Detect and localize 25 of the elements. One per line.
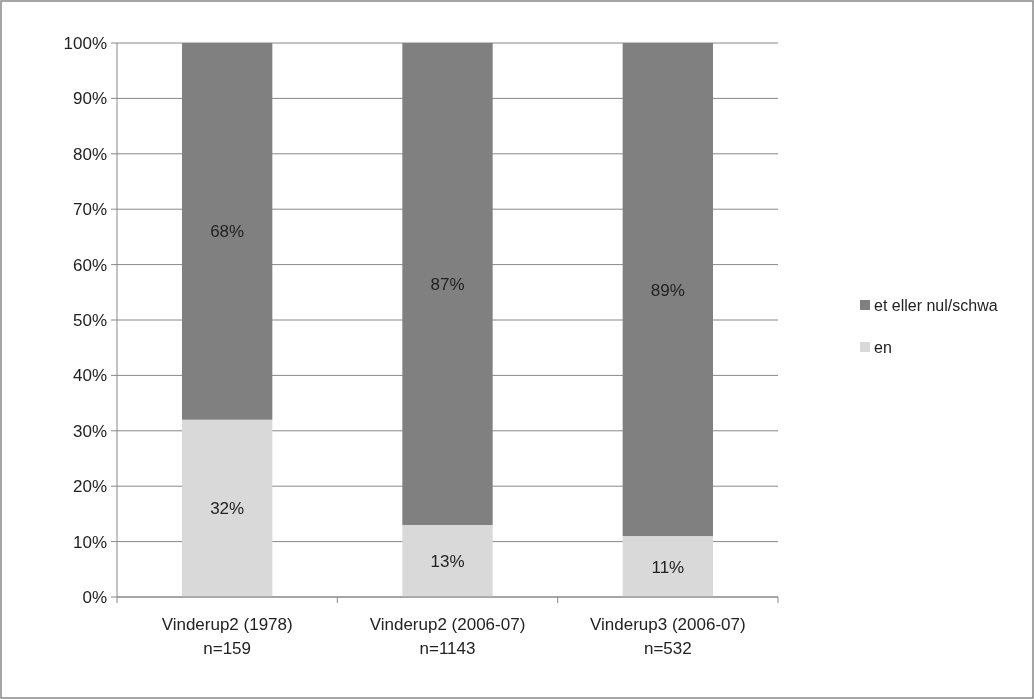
- y-tick-label: 60%: [72, 255, 107, 275]
- x-tick-label: Vinderup2 (2006-07) n=1143: [369, 615, 526, 658]
- data-label: 32%: [210, 499, 245, 519]
- y-tick-label: 70%: [72, 200, 107, 220]
- data-label: 89%: [650, 280, 685, 300]
- legend-label: et eller nul/schwa: [874, 297, 998, 314]
- x-tick-label: Vinderup2 (1978) n=159: [161, 615, 293, 658]
- bar: [622, 536, 713, 597]
- data-label: 68%: [210, 222, 245, 242]
- y-tick-label: 80%: [72, 144, 107, 164]
- y-tick-label: 30%: [72, 421, 107, 441]
- data-label: 11%: [651, 557, 685, 577]
- y-tick-label: 10%: [72, 532, 107, 552]
- y-tick-label: 0%: [82, 588, 107, 607]
- x-tick-label: Vinderup3 (2006-07) n=532: [590, 615, 746, 658]
- data-label: 87%: [430, 274, 465, 294]
- bar: [402, 524, 493, 597]
- data-label: 13%: [430, 551, 465, 571]
- y-tick-label: 20%: [72, 477, 107, 497]
- y-tick-label: 40%: [72, 366, 107, 386]
- y-tick-label: 90%: [72, 89, 107, 109]
- y-tick-label: 50%: [72, 311, 107, 330]
- bar: [182, 419, 273, 597]
- legend-label: en: [874, 339, 892, 356]
- y-tick-label: 100%: [63, 34, 107, 53]
